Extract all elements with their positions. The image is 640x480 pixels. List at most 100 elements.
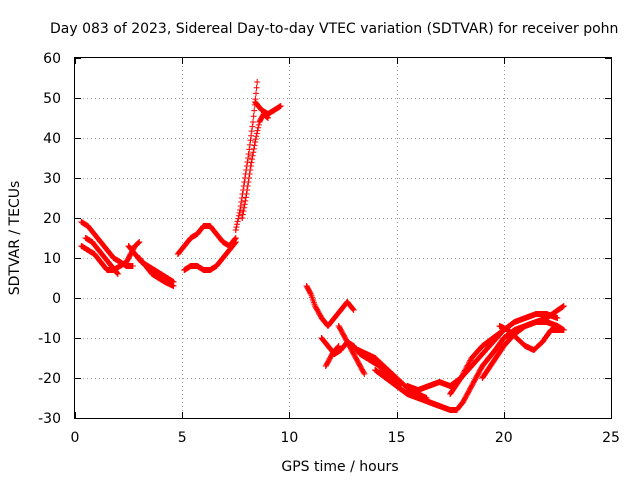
data-point xyxy=(543,315,550,321)
data-point xyxy=(460,399,467,405)
data-point xyxy=(337,347,344,353)
data-point xyxy=(404,391,411,397)
y-tick-label: 60 xyxy=(43,51,61,67)
data-point xyxy=(457,375,464,381)
data-point xyxy=(174,251,181,257)
data-point xyxy=(232,239,239,245)
data-point xyxy=(404,383,411,389)
x-axis-label: GPS time / hours xyxy=(281,459,398,475)
data-point xyxy=(108,263,115,269)
data-point xyxy=(142,263,149,269)
series-track-j xyxy=(252,99,284,117)
data-point xyxy=(318,335,325,341)
data-point xyxy=(207,223,214,229)
data-point xyxy=(485,355,492,361)
data-point xyxy=(97,259,104,265)
data-point xyxy=(331,315,338,321)
data-point xyxy=(136,239,143,245)
data-point xyxy=(363,351,370,357)
data-point xyxy=(361,371,368,377)
y-tick-label: 0 xyxy=(52,291,61,307)
data-point xyxy=(344,299,351,305)
chart-title: Day 083 of 2023, Sidereal Day-to-day VTE… xyxy=(50,21,618,37)
data-point xyxy=(104,247,111,253)
data-point xyxy=(530,347,537,353)
data-point xyxy=(254,79,261,85)
data-point xyxy=(181,243,188,249)
data-point xyxy=(277,103,284,109)
data-point xyxy=(479,351,486,357)
data-point xyxy=(500,335,507,341)
data-point xyxy=(110,255,117,261)
data-point xyxy=(129,263,136,269)
data-point xyxy=(97,239,104,245)
data-point xyxy=(162,279,168,285)
data-point xyxy=(468,355,475,361)
data-point xyxy=(325,323,331,329)
data-point xyxy=(245,151,252,157)
data-point xyxy=(342,335,349,341)
data-point xyxy=(533,319,539,325)
data-point xyxy=(393,383,400,389)
data-point xyxy=(78,219,85,225)
data-point xyxy=(84,247,91,253)
series-track-e xyxy=(136,255,177,289)
data-point xyxy=(312,303,319,309)
data-point xyxy=(389,371,396,377)
data-point xyxy=(548,327,554,333)
data-point xyxy=(522,323,529,329)
data-point xyxy=(382,375,389,381)
x-tick-label: 25 xyxy=(602,430,620,446)
data-point xyxy=(496,323,503,329)
data-point xyxy=(560,327,567,333)
data-point xyxy=(337,307,344,313)
data-point xyxy=(219,239,226,245)
data-point xyxy=(104,267,111,273)
series-track-c xyxy=(82,235,121,277)
data-point xyxy=(84,223,91,229)
data-point xyxy=(265,111,271,117)
data-point xyxy=(170,283,177,289)
data-point xyxy=(500,343,507,349)
data-point xyxy=(513,335,520,341)
y-tick-label: 30 xyxy=(43,171,61,187)
data-point xyxy=(325,343,331,349)
data-point xyxy=(155,275,162,281)
data-point xyxy=(490,335,497,341)
y-tick-label: -10 xyxy=(38,331,61,347)
data-point xyxy=(466,387,473,393)
data-point xyxy=(200,223,207,229)
data-point xyxy=(78,243,85,249)
data-point xyxy=(91,251,98,257)
series-track-b xyxy=(78,239,143,273)
data-point xyxy=(511,319,518,325)
data-point xyxy=(125,243,132,249)
data-point xyxy=(492,347,499,353)
data-point xyxy=(132,251,138,257)
data-point xyxy=(89,239,96,245)
series-track-n xyxy=(322,343,342,369)
data-point xyxy=(213,263,220,269)
data-point xyxy=(187,235,194,241)
data-point xyxy=(219,255,226,261)
data-point xyxy=(187,263,194,269)
data-point xyxy=(117,263,123,269)
data-point xyxy=(447,391,454,397)
data-point xyxy=(181,267,188,273)
data-point xyxy=(425,399,432,405)
x-tick-label: 0 xyxy=(71,430,80,446)
y-tick-label: 10 xyxy=(43,251,61,267)
data-point xyxy=(247,163,254,169)
data-point xyxy=(232,227,239,233)
series-track-u xyxy=(496,323,567,353)
data-point xyxy=(560,303,567,309)
y-tick-label: -20 xyxy=(38,371,61,387)
x-tick-label: 10 xyxy=(280,430,298,446)
series-track-g xyxy=(181,239,239,273)
data-point xyxy=(252,139,259,145)
data-point xyxy=(335,343,342,349)
data-point xyxy=(151,267,158,273)
y-tick-label: 20 xyxy=(43,211,61,227)
x-tick-label: 20 xyxy=(495,430,513,446)
